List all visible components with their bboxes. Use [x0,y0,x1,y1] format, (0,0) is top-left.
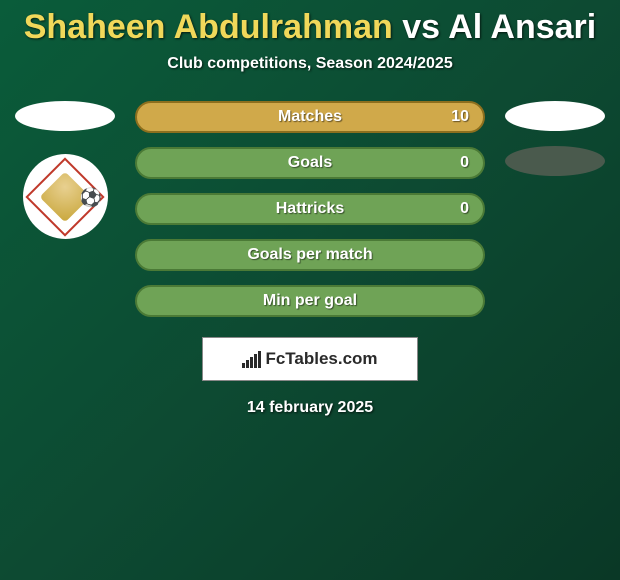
stat-row: Min per goal [135,285,485,317]
stat-label: Goals per match [247,246,372,264]
stat-value: 0 [460,154,469,172]
vs-text: vs [402,8,440,46]
right-column [500,101,610,176]
left-column [10,101,120,239]
player1-name: Shaheen Abdulrahman [24,8,393,46]
comparison-card: Shaheen Abdulrahman vs Al Ansari Club co… [0,0,620,417]
stat-row: Goals 0 [135,147,485,179]
stat-label: Goals [288,154,332,172]
bar-chart-icon [242,351,261,368]
stat-row: Hattricks 0 [135,193,485,225]
date-text: 14 february 2025 [0,399,620,417]
stat-label: Min per goal [263,292,357,310]
stat-value: 10 [451,108,469,126]
player1-placeholder-oval [15,101,115,131]
stats-area: Matches 10 Goals 0 Hattricks 0 Goals per match… [0,101,620,317]
page-title: Shaheen Abdulrahman vs Al Ansari [0,8,620,47]
subtitle: Club competitions, Season 2024/2025 [0,55,620,73]
team-badge-icon [25,157,104,236]
site-label: FcTables.com [265,349,377,369]
site-attribution[interactable]: FcTables.com [202,337,418,381]
stats-column: Matches 10 Goals 0 Hattricks 0 Goals per match… [135,101,485,317]
team-badge [23,154,108,239]
player2-name: Al Ansari [448,8,596,46]
stat-label: Matches [278,108,342,126]
stat-label: Hattricks [276,200,344,218]
site-logo: FcTables.com [242,349,377,369]
team2-placeholder-oval [505,146,605,176]
stat-row: Matches 10 [135,101,485,133]
player2-placeholder-oval [505,101,605,131]
stat-row: Goals per match [135,239,485,271]
stat-value: 0 [460,200,469,218]
